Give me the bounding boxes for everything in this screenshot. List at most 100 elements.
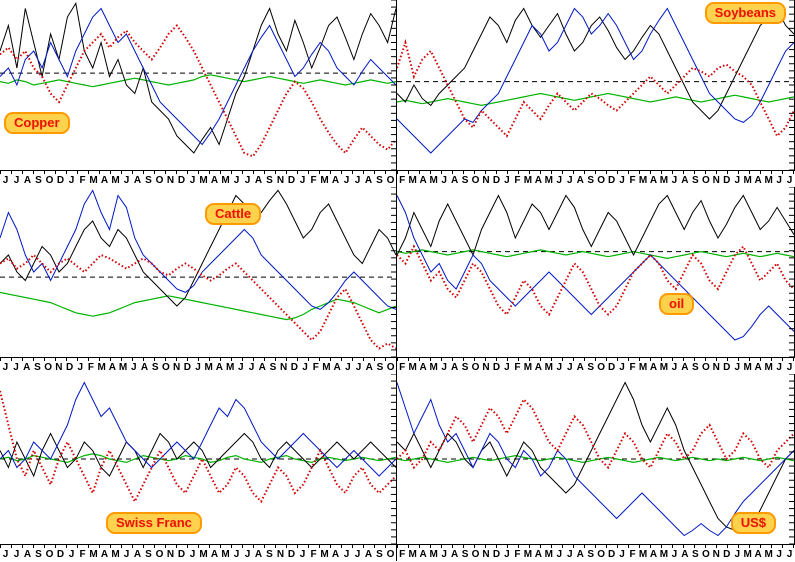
month-label: J <box>619 362 625 373</box>
series-blue-line <box>0 381 396 477</box>
month-label: N <box>280 362 288 373</box>
month-label: A <box>576 549 584 560</box>
month-label: A <box>576 175 584 186</box>
month-label: D <box>177 549 186 560</box>
month-label: M <box>764 175 773 186</box>
month-label: F <box>399 549 406 560</box>
month-label: M <box>204 362 213 373</box>
month-label: J <box>77 362 84 373</box>
month-label: J <box>671 549 678 560</box>
month-label: S <box>376 549 383 560</box>
month-label: J <box>776 175 782 186</box>
month-label: A <box>681 362 689 373</box>
month-label: O <box>701 549 710 560</box>
month-label: S <box>35 175 42 186</box>
month-label: A <box>23 362 31 373</box>
month-label: M <box>118 362 128 373</box>
month-label: A <box>450 175 459 186</box>
month-label: M <box>638 175 648 186</box>
month-label: J <box>504 549 510 560</box>
month-label: S <box>34 362 41 373</box>
month-label: N <box>712 175 720 186</box>
month-label: J <box>671 175 678 186</box>
month-label: J <box>786 362 793 373</box>
month-label: J <box>244 175 251 186</box>
series-black-line <box>0 432 396 478</box>
month-label: A <box>364 175 373 186</box>
month-label: M <box>111 549 120 560</box>
series-green-line <box>0 291 396 321</box>
month-label: J <box>299 549 306 560</box>
month-label: A <box>331 175 340 186</box>
month-label: D <box>65 362 74 373</box>
month-label: F <box>87 362 95 373</box>
month-label: F <box>399 175 406 186</box>
series-blue-line <box>397 382 794 537</box>
month-label: J <box>566 362 573 373</box>
chart-label-copper: Copper <box>4 112 70 134</box>
month-label: J <box>123 549 130 560</box>
month-label: N <box>172 362 181 373</box>
month-label: O <box>597 175 606 186</box>
chart-panel-usd: US$ <box>397 374 795 544</box>
month-label: D <box>56 549 65 560</box>
month-label: A <box>754 362 762 373</box>
chart-panel-swiss-franc: Swiss Franc <box>0 374 397 544</box>
month-label: M <box>225 362 235 373</box>
month-label: S <box>145 549 152 560</box>
swiss-franc-plot-svg <box>0 374 396 544</box>
month-label: A <box>210 175 219 186</box>
month-label: M <box>221 549 230 560</box>
series-green-line <box>0 74 396 88</box>
month-label: F <box>629 549 636 560</box>
month-label: M <box>320 175 329 186</box>
series-red-dotted-line <box>0 390 396 504</box>
month-label: J <box>504 175 510 186</box>
month-label: A <box>534 549 542 560</box>
month-label: D <box>607 175 616 186</box>
month-label: D <box>287 549 296 560</box>
month-label: M <box>429 549 438 560</box>
month-label: N <box>166 549 175 560</box>
month-label: N <box>276 175 285 186</box>
chart-panel-oil: oil <box>397 187 795 357</box>
series-green-line <box>0 453 396 464</box>
month-label: J <box>244 549 251 560</box>
month-label: A <box>534 362 542 373</box>
month-label: J <box>248 362 255 373</box>
month-label: A <box>333 362 341 373</box>
month-label: O <box>471 549 480 560</box>
month-label: A <box>681 175 689 186</box>
month-label: J <box>776 549 782 560</box>
month-label: J <box>619 549 625 560</box>
month-label: J <box>189 549 196 560</box>
month-label: M <box>221 175 230 186</box>
month-label: O <box>471 175 480 186</box>
month-label: J <box>556 175 563 186</box>
month-label: S <box>145 175 152 186</box>
month-label: M <box>743 549 752 560</box>
month-label: M <box>199 549 208 560</box>
series-black-line <box>397 381 794 532</box>
month-label: J <box>355 362 362 373</box>
month-label: J <box>556 362 563 373</box>
series-green-line <box>397 249 794 260</box>
month-label: A <box>419 175 427 186</box>
month-label: S <box>269 362 277 373</box>
month-label: A <box>140 362 149 373</box>
month-label: S <box>587 549 594 560</box>
month-label: D <box>723 549 731 560</box>
month-label: J <box>504 362 510 373</box>
chart-label-soybeans: Soybeans <box>704 2 786 24</box>
month-label: A <box>419 549 427 560</box>
month-label: M <box>89 549 98 560</box>
month-label: J <box>734 549 741 560</box>
month-label: F <box>310 175 317 186</box>
month-label: D <box>723 175 731 186</box>
month-label: J <box>233 175 240 186</box>
month-label: A <box>649 175 658 186</box>
